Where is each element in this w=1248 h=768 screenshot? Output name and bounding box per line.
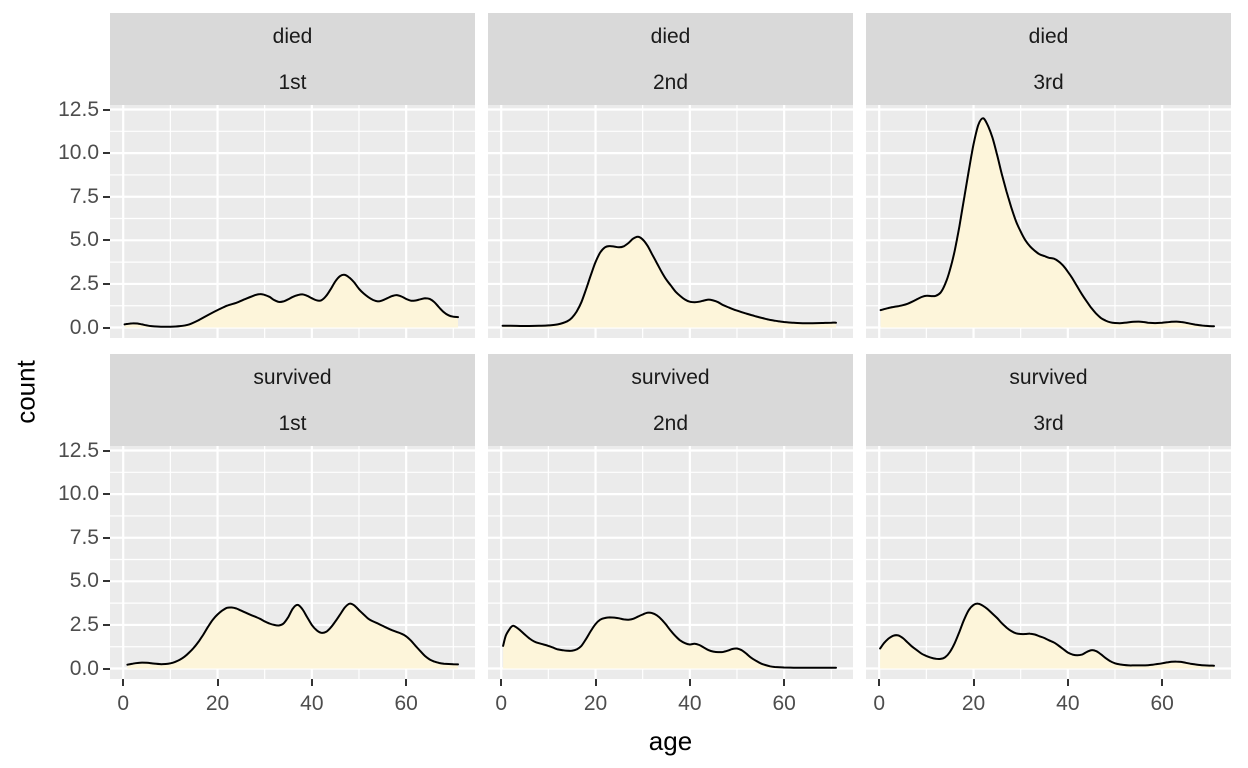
x-tick-mark — [122, 679, 125, 686]
x-tick-mark — [310, 679, 313, 686]
strip-row-label: survived — [1009, 365, 1088, 389]
density-line — [879, 602, 1215, 667]
y-tick-label: 5.0 — [69, 228, 99, 252]
x-tick-label: 60 — [1150, 692, 1174, 715]
density-line — [879, 117, 1215, 328]
x-tick-mark — [783, 679, 786, 686]
x-tick-label: 20 — [583, 692, 608, 715]
strip-col-label: 2nd — [652, 70, 689, 94]
y-tick-mark — [103, 623, 110, 626]
facet-strip-died-1st: died 1st — [110, 13, 475, 105]
density-area — [127, 603, 459, 669]
strip-row-label: survived — [253, 365, 332, 389]
density-panel-died-1st — [110, 105, 475, 338]
strip-col-label: 3rd — [1033, 411, 1064, 435]
facet-strip-survived-2nd: survived 2nd — [488, 354, 853, 446]
facet-strip-survived-1st: survived 1st — [110, 354, 475, 446]
y-tick-mark — [103, 326, 110, 329]
x-tick-label: 20 — [961, 692, 986, 715]
x-tick-label: 60 — [772, 692, 796, 715]
y-tick-label: 10.0 — [58, 141, 99, 165]
strip-col-label: 3rd — [1033, 70, 1064, 94]
y-tick-mark — [103, 239, 110, 242]
density-area — [503, 612, 836, 669]
x-tick-mark — [1161, 679, 1164, 686]
strip-row-label: died — [1028, 24, 1069, 48]
x-tick-label: 0 — [873, 692, 886, 715]
y-tick-label: 0.0 — [69, 315, 99, 339]
x-tick-label: 0 — [495, 692, 508, 715]
y-tick-label: 5.0 — [69, 569, 99, 593]
x-tick-mark — [216, 679, 219, 686]
strip-col-label: 1st — [278, 70, 307, 94]
density-panel-survived-3rd — [866, 446, 1231, 679]
x-tick-mark — [688, 679, 691, 686]
density-area — [880, 603, 1214, 669]
x-tick-mark — [878, 679, 881, 686]
y-tick-label: 12.5 — [58, 97, 99, 121]
y-tick-mark — [103, 667, 110, 670]
strip-col-label: 2nd — [652, 411, 689, 435]
density-panel-survived-1st — [110, 446, 475, 679]
strip-row-label: died — [272, 24, 313, 48]
density-panel-died-2nd — [488, 105, 853, 338]
y-tick-mark — [103, 449, 110, 452]
y-axis-title-text: count — [10, 360, 41, 424]
y-tick-mark — [103, 108, 110, 111]
y-tick-label: 0.0 — [69, 656, 99, 680]
y-tick-mark — [103, 493, 110, 496]
y-tick-mark — [103, 580, 110, 583]
density-panel-survived-2nd — [488, 446, 853, 679]
density-area — [880, 118, 1214, 328]
y-tick-label: 10.0 — [58, 482, 99, 506]
x-tick-label: 40 — [678, 692, 702, 715]
x-tick-label: 0 — [117, 692, 130, 715]
y-tick-label: 7.5 — [69, 184, 99, 208]
y-tick-mark — [103, 152, 110, 155]
x-tick-label: 20 — [205, 692, 230, 715]
y-tick-label: 12.5 — [58, 438, 99, 462]
density-line — [501, 235, 837, 327]
y-tick-label: 2.5 — [69, 612, 99, 636]
x-tick-label: 40 — [1056, 692, 1080, 715]
density-line — [123, 273, 459, 328]
facet-strip-died-2nd: died 2nd — [488, 13, 853, 105]
y-tick-mark — [103, 195, 110, 198]
strip-col-label: 1st — [278, 411, 307, 435]
x-tick-mark — [405, 679, 408, 686]
y-tick-mark — [103, 282, 110, 285]
x-tick-mark — [1066, 679, 1069, 686]
x-tick-label: 60 — [394, 692, 418, 715]
x-tick-label: 40 — [300, 692, 324, 715]
density-line — [126, 602, 459, 666]
y-tick-label: 2.5 — [69, 271, 99, 295]
y-tick-label: 7.5 — [69, 525, 99, 549]
facet-strip-survived-3rd: survived 3rd — [866, 354, 1231, 446]
x-tick-mark — [594, 679, 597, 686]
density-panel-died-3rd — [866, 105, 1231, 338]
x-tick-mark — [972, 679, 975, 686]
strip-row-label: died — [650, 24, 691, 48]
density-area — [502, 236, 836, 328]
facet-strip-died-3rd: died 3rd — [866, 13, 1231, 105]
density-line — [502, 611, 837, 669]
x-tick-mark — [500, 679, 503, 686]
strip-row-label: survived — [631, 365, 710, 389]
density-area — [124, 274, 458, 328]
y-tick-mark — [103, 536, 110, 539]
x-axis-title: age — [648, 726, 693, 756]
